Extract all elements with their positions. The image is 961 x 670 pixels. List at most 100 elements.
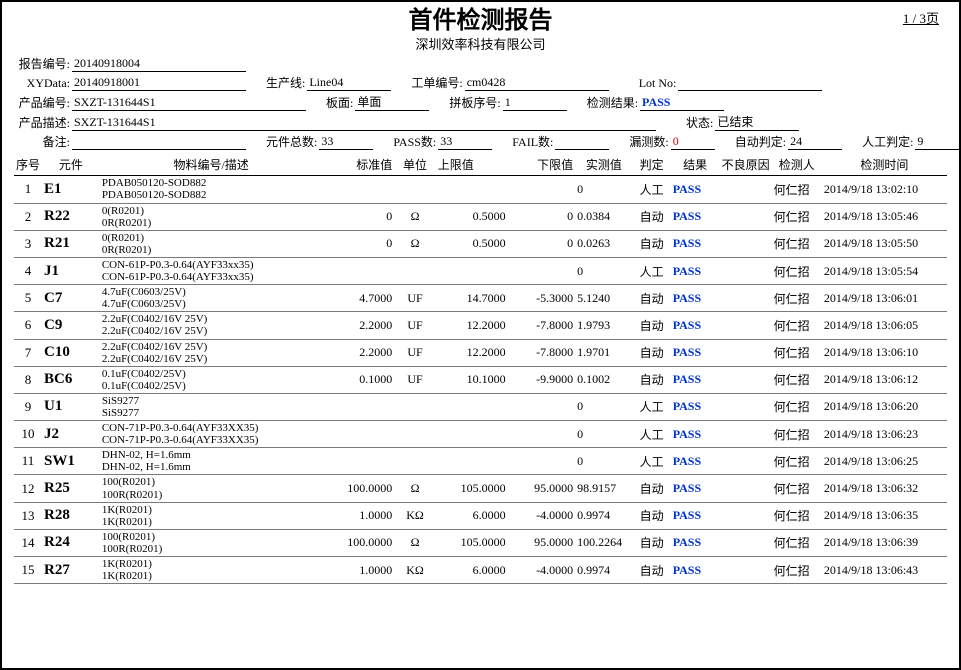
cell-component: J1 (42, 257, 100, 284)
cell-upper (436, 393, 508, 420)
cell-std: 2.2000 (322, 312, 394, 339)
cell-upper: 6.0000 (436, 557, 508, 584)
value-pass: 33 (438, 134, 492, 150)
cell-upper: 105.0000 (436, 475, 508, 502)
report-page: 1 / 3页 首件检测报告 深圳效率科技有限公司 报告编号: 201409180… (0, 0, 961, 670)
cell-material: 100(R0201)100R(R0201) (100, 475, 323, 502)
th-idx: 序号 (14, 154, 42, 176)
table-body: 1E1PDAB050120-SOD882PDAB050120-SOD8820人工… (14, 176, 947, 584)
cell-lower: -4.0000 (508, 502, 576, 529)
cell-judge: 自动 (633, 285, 671, 312)
label-auto: 自动判定: (735, 133, 788, 150)
cell-real: 0.0384 (575, 203, 632, 230)
label-remark: 备注: (14, 133, 72, 150)
cell-judge: 自动 (633, 366, 671, 393)
cell-bad (720, 393, 772, 420)
label-prodno: 产品编号: (14, 94, 72, 111)
cell-time: 2014/9/18 13:06:39 (822, 529, 947, 556)
cell-real: 100.2264 (575, 529, 632, 556)
table-row: 6C92.2uF(C0402/16V 25V)2.2uF(C0402/16V 2… (14, 312, 947, 339)
cell-std: 100.0000 (322, 529, 394, 556)
cell-upper: 6.0000 (436, 502, 508, 529)
table-row: 13R281K(R0201)1K(R0201)1.0000KΩ6.0000-4.… (14, 502, 947, 529)
cell-result: PASS (671, 257, 720, 284)
cell-time: 2014/9/18 13:06:20 (822, 393, 947, 420)
cell-inspector: 何仁招 (772, 393, 822, 420)
cell-unit: UF (394, 285, 436, 312)
table-row: 5C74.7uF(C0603/25V)4.7uF(C0603/25V)4.700… (14, 285, 947, 312)
cell-judge: 自动 (633, 529, 671, 556)
label-mis: 漏测数: (629, 133, 670, 150)
table-row: 12R25100(R0201)100R(R0201)100.0000Ω105.0… (14, 475, 947, 502)
table-row: 3R210(R0201)0R(R0201)0Ω0.500000.0263自动PA… (14, 230, 947, 257)
cell-component: R25 (42, 475, 100, 502)
cell-component: R27 (42, 557, 100, 584)
label-status: 状态: (686, 114, 715, 131)
cell-bad (720, 421, 772, 448)
cell-std (322, 257, 394, 284)
cell-component: R22 (42, 203, 100, 230)
table-row: 9U1SiS9277SiS92770人工PASS何仁招2014/9/18 13:… (14, 393, 947, 420)
th-unit: 单位 (394, 154, 436, 176)
value-status: 已结束 (715, 113, 799, 131)
cell-bad (720, 312, 772, 339)
cell-component: R21 (42, 230, 100, 257)
cell-real: 1.9793 (575, 312, 632, 339)
label-panel: 拼板序号: (449, 94, 502, 111)
cell-result: PASS (671, 285, 720, 312)
cell-time: 2014/9/18 13:06:25 (822, 448, 947, 475)
cell-material: DHN-02, H=1.6mmDHN-02, H=1.6mm (100, 448, 323, 475)
cell-lower: 95.0000 (508, 475, 576, 502)
cell-unit (394, 393, 436, 420)
cell-judge: 自动 (633, 203, 671, 230)
cell-upper (436, 176, 508, 203)
cell-time: 2014/9/18 13:06:01 (822, 285, 947, 312)
th-res: 结果 (671, 154, 720, 176)
cell-material: 0(R0201)0R(R0201) (100, 203, 323, 230)
cell-judge: 自动 (633, 502, 671, 529)
company-name: 深圳效率科技有限公司 (14, 34, 947, 53)
cell-result: PASS (671, 366, 720, 393)
cell-material: 2.2uF(C0402/16V 25V)2.2uF(C0402/16V 25V) (100, 339, 323, 366)
cell-material: 0.1uF(C0402/25V)0.1uF(C0402/25V) (100, 366, 323, 393)
cell-bad (720, 557, 772, 584)
th-real: 实测值 (575, 154, 632, 176)
table-row: 1E1PDAB050120-SOD882PDAB050120-SOD8820人工… (14, 176, 947, 203)
cell-unit: UF (394, 339, 436, 366)
cell-time: 2014/9/18 13:06:10 (822, 339, 947, 366)
cell-result: PASS (671, 312, 720, 339)
cell-time: 2014/9/18 13:06:05 (822, 312, 947, 339)
cell-judge: 人工 (633, 393, 671, 420)
cell-material: 1K(R0201)1K(R0201) (100, 557, 323, 584)
cell-bad (720, 529, 772, 556)
cell-lower: 0 (508, 203, 576, 230)
table-row: 10J2CON-71P-P0.3-0.64(AYF33XX35)CON-71P-… (14, 421, 947, 448)
label-report-no: 报告编号: (14, 55, 72, 72)
label-parttotal: 元件总数: (266, 133, 319, 150)
cell-std (322, 448, 394, 475)
label-xydata: XYData: (14, 76, 72, 91)
cell-judge: 自动 (633, 475, 671, 502)
cell-component: U1 (42, 393, 100, 420)
th-std: 标准值 (322, 154, 394, 176)
info-row-3: 产品编号: SXZT-131644S1 板面: 单面 拼板序号: 1 检测结果:… (14, 93, 947, 111)
cell-judge: 自动 (633, 557, 671, 584)
cell-judge: 人工 (633, 176, 671, 203)
cell-lower: 95.0000 (508, 529, 576, 556)
cell-component: E1 (42, 176, 100, 203)
cell-upper (436, 448, 508, 475)
cell-judge: 人工 (633, 257, 671, 284)
cell-material: CON-71P-P0.3-0.64(AYF33XX35)CON-71P-P0.3… (100, 421, 323, 448)
table-row: 14R24100(R0201)100R(R0201)100.0000Ω105.0… (14, 529, 947, 556)
cell-std: 0 (322, 203, 394, 230)
cell-time: 2014/9/18 13:05:50 (822, 230, 947, 257)
value-panel: 1 (503, 95, 567, 111)
cell-result: PASS (671, 339, 720, 366)
detail-table: 序号 元件 物料编号/描述 标准值 单位 上限值 下限值 实测值 判定 结果 不… (14, 154, 947, 584)
cell-real: 5.1240 (575, 285, 632, 312)
cell-unit: Ω (394, 529, 436, 556)
cell-real: 0.1002 (575, 366, 632, 393)
cell-result: PASS (671, 230, 720, 257)
value-report-no: 20140918004 (72, 56, 246, 72)
cell-result: PASS (671, 421, 720, 448)
